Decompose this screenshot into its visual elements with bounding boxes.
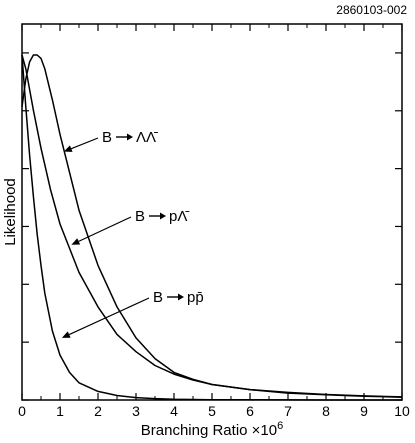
curve-annotations: B ΛΛ̄B pΛ̄B pp̄ xyxy=(61,129,204,338)
x-axis-title: Branching Ratio ×106 xyxy=(141,420,283,439)
x-tick-label: 9 xyxy=(360,403,368,419)
curve-p-lambdabar xyxy=(21,54,403,398)
x-axis-title-text: Branching Ratio ×10 xyxy=(141,422,277,439)
x-tick-label: 1 xyxy=(56,403,64,419)
x-tick-label: 4 xyxy=(170,403,178,419)
annotation-process: B xyxy=(153,289,163,306)
x-tick-label: 2 xyxy=(94,403,102,419)
x-tick-labels: 0 1 2 3 4 5 6 7 8 9 10 xyxy=(18,403,410,419)
annotation-decay-products: ΛΛ̄ xyxy=(136,129,158,146)
annotation-lambda-lambdabar: B ΛΛ̄ xyxy=(63,129,158,152)
x-tick-label: 7 xyxy=(284,403,292,419)
pointer-arrow-line xyxy=(68,297,150,336)
pointer-arrowhead-icon xyxy=(63,145,73,152)
axis-ticks xyxy=(21,24,403,401)
figure-reference-label: 2860103-002 xyxy=(336,3,407,17)
x-tick-label: 6 xyxy=(246,403,254,419)
x-tick-label: 8 xyxy=(322,403,330,419)
pointer-arrow-line xyxy=(78,216,132,242)
decay-arrow-icon xyxy=(178,293,184,301)
x-tick-label: 5 xyxy=(208,403,216,419)
curve-p-pbar xyxy=(21,54,402,401)
annotation-process: B xyxy=(102,129,112,146)
decay-arrow-icon xyxy=(127,133,133,141)
likelihood-curves xyxy=(21,54,403,401)
x-tick-label: 0 xyxy=(18,403,26,419)
pointer-arrowhead-icon xyxy=(71,238,81,245)
y-axis-title: Likelihood xyxy=(2,178,19,246)
annotation-process: B xyxy=(135,208,145,225)
annotation-decay-products: pp̄ xyxy=(187,289,204,306)
x-tick-label: 3 xyxy=(132,403,140,419)
pointer-arrowhead-icon xyxy=(61,331,71,338)
x-axis-title-exponent: 6 xyxy=(277,420,283,432)
x-tick-label: 10 xyxy=(394,403,410,419)
curve-lambda-lambdabar xyxy=(21,54,403,398)
pointer-arrow-line xyxy=(71,137,99,150)
annotation-decay-products: pΛ̄ xyxy=(169,208,189,225)
decay-arrow-icon xyxy=(160,212,166,220)
